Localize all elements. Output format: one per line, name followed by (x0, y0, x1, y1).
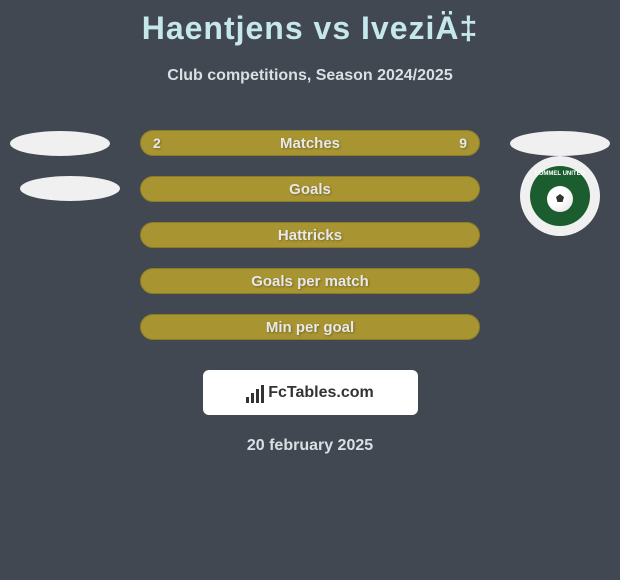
stat-row-hattricks: Hattricks (0, 212, 620, 258)
stat-bar: Hattricks (140, 222, 480, 248)
stat-value-left: 2 (153, 135, 161, 151)
footer-brand-badge[interactable]: FcTables.com (203, 370, 418, 415)
comparison-container: 2 Matches 9 Goals LOMMEL UNITED Hattrick… (0, 120, 620, 350)
stat-label: Min per goal (266, 319, 354, 336)
fctables-logo: FcTables.com (246, 383, 374, 403)
soccer-ball-icon (547, 186, 573, 212)
stat-label: Goals per match (251, 273, 369, 290)
player-right-badge (510, 131, 610, 156)
stat-label: Goals (289, 181, 331, 198)
bar-chart-icon (246, 383, 264, 403)
stat-label: Matches (280, 135, 340, 152)
subtitle: Club competitions, Season 2024/2025 (0, 67, 620, 85)
stat-row-goals: Goals LOMMEL UNITED (0, 166, 620, 212)
stat-label: Hattricks (278, 227, 342, 244)
footer-brand-text: FcTables.com (268, 384, 374, 402)
date-text: 20 february 2025 (0, 437, 620, 455)
stat-row-min-per-goal: Min per goal (0, 304, 620, 350)
stat-bar: Goals per match (140, 268, 480, 294)
page-title: Haentjens vs IveziÄ‡ (0, 0, 620, 47)
player-left-badge-2 (20, 176, 120, 201)
stat-bar: 2 Matches 9 (140, 130, 480, 156)
player-left-badge (10, 131, 110, 156)
stat-row-goals-per-match: Goals per match (0, 258, 620, 304)
stat-bar: Min per goal (140, 314, 480, 340)
stat-value-right: 9 (459, 135, 467, 151)
stat-bar: Goals (140, 176, 480, 202)
